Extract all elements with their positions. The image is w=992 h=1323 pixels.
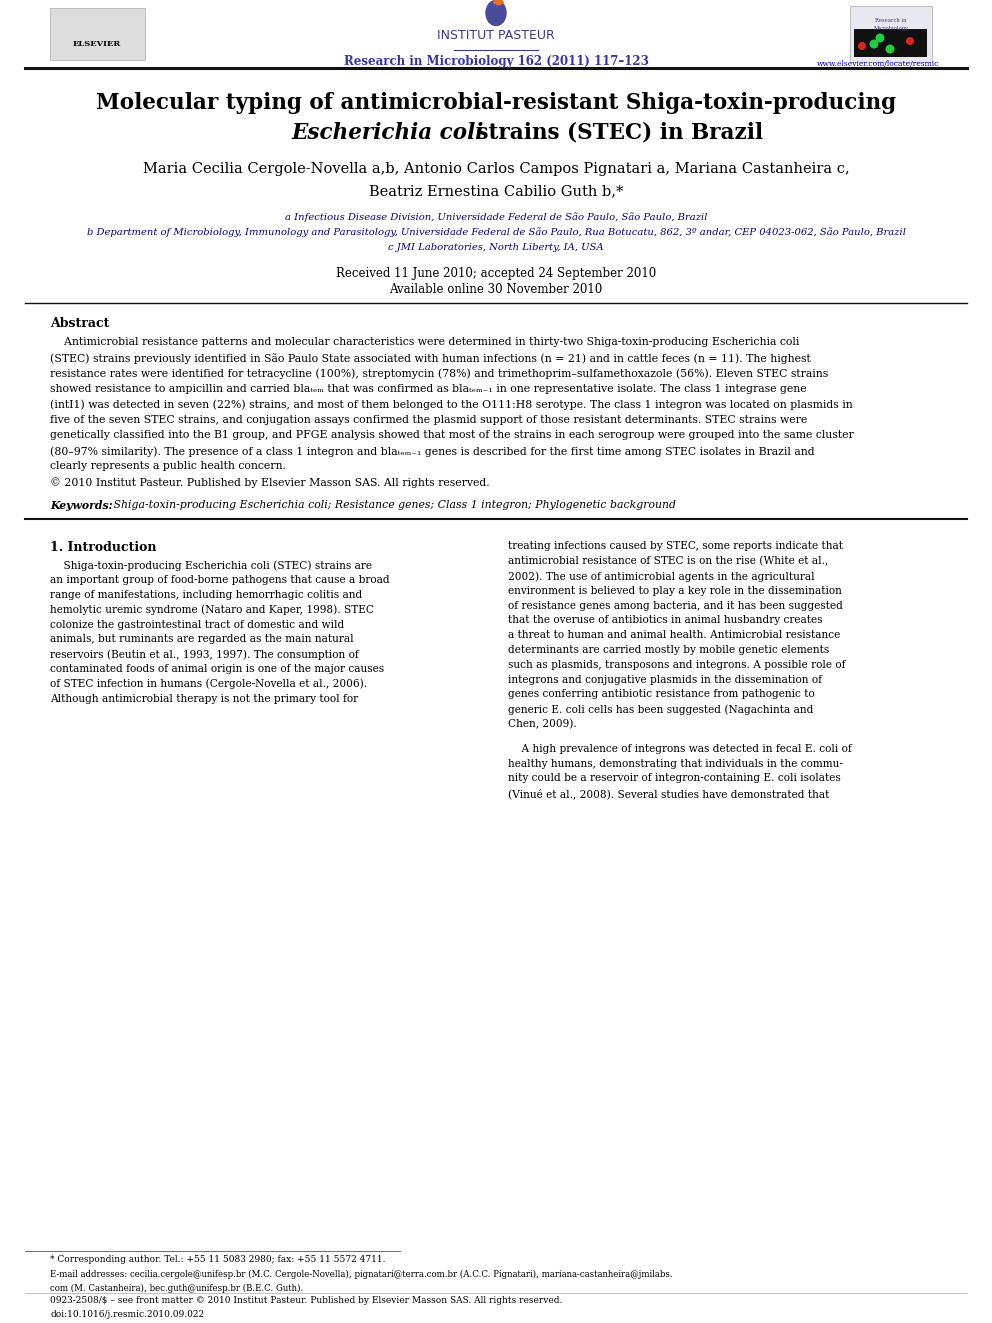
Text: resistance rates were identified for tetracycline (100%), streptomycin (78%) and: resistance rates were identified for tet… <box>50 369 828 380</box>
Text: Abstract: Abstract <box>50 318 109 331</box>
Text: such as plasmids, transposons and integrons. A possible role of: such as plasmids, transposons and integr… <box>508 660 845 669</box>
Text: 2002). The use of antimicrobial agents in the agricultural: 2002). The use of antimicrobial agents i… <box>508 572 814 582</box>
Text: Received 11 June 2010; accepted 24 September 2010: Received 11 June 2010; accepted 24 Septe… <box>336 267 656 280</box>
Text: strains (STEC) in Brazil: strains (STEC) in Brazil <box>469 122 763 144</box>
Text: (Vinué et al., 2008). Several studies have demonstrated that: (Vinué et al., 2008). Several studies ha… <box>508 789 829 799</box>
Text: (STEC) strains previously identified in São Paulo State associated with human in: (STEC) strains previously identified in … <box>50 353 810 364</box>
Text: © 2010 Institut Pasteur. Published by Elsevier Masson SAS. All rights reserved.: © 2010 Institut Pasteur. Published by El… <box>50 478 490 488</box>
Ellipse shape <box>486 0 506 25</box>
Text: determinants are carried mostly by mobile genetic elements: determinants are carried mostly by mobil… <box>508 646 829 655</box>
Bar <box>50 8 145 60</box>
Text: INSTITUT PASTEUR: INSTITUT PASTEUR <box>437 29 555 42</box>
Text: Microbiology: Microbiology <box>873 26 909 30</box>
Bar <box>854 29 927 57</box>
Text: Escherichia coli: Escherichia coli <box>291 122 483 144</box>
Text: genes conferring antibiotic resistance from pathogenic to: genes conferring antibiotic resistance f… <box>508 689 814 700</box>
Text: b Department of Microbiology, Immunology and Parasitology, Universidade Federal : b Department of Microbiology, Immunology… <box>86 228 906 237</box>
Text: a threat to human and animal health. Antimicrobial resistance: a threat to human and animal health. Ant… <box>508 630 840 640</box>
Circle shape <box>886 45 895 53</box>
Circle shape <box>876 33 885 42</box>
Text: www.elsevier.com/locate/resmic: www.elsevier.com/locate/resmic <box>816 60 939 67</box>
Text: Shiga-toxin-producing Escherichia coli; Resistance genes; Class 1 integron; Phyl: Shiga-toxin-producing Escherichia coli; … <box>110 500 676 511</box>
Text: Research in Microbiology 162 (2011) 117–123: Research in Microbiology 162 (2011) 117–… <box>343 56 649 67</box>
Text: of resistance genes among bacteria, and it has been suggested: of resistance genes among bacteria, and … <box>508 601 843 611</box>
Bar <box>850 7 932 62</box>
Text: A high prevalence of integrons was detected in fecal E. coli of: A high prevalence of integrons was detec… <box>508 744 852 754</box>
Text: 1. Introduction: 1. Introduction <box>50 541 157 554</box>
Text: 0923-2508/$ – see front matter © 2010 Institut Pasteur. Published by Elsevier Ma: 0923-2508/$ – see front matter © 2010 In… <box>50 1297 562 1304</box>
Text: (intI1) was detected in seven (22%) strains, and most of them belonged to the O1: (intI1) was detected in seven (22%) stra… <box>50 400 853 410</box>
Text: an important group of food-borne pathogens that cause a broad: an important group of food-borne pathoge… <box>50 576 390 585</box>
Text: Keywords:: Keywords: <box>50 500 113 512</box>
Text: Shiga-toxin-producing Escherichia coli (STEC) strains are: Shiga-toxin-producing Escherichia coli (… <box>50 561 372 572</box>
Text: environment is believed to play a key role in the dissemination: environment is believed to play a key ro… <box>508 586 842 595</box>
Text: * Corresponding author. Tel.: +55 11 5083 2980; fax: +55 11 5572 4711.: * Corresponding author. Tel.: +55 11 508… <box>50 1256 386 1263</box>
Text: com (M. Castanheira), bec.guth@unifesp.br (B.E.C. Guth).: com (M. Castanheira), bec.guth@unifesp.b… <box>50 1285 304 1293</box>
Text: integrons and conjugative plasmids in the dissemination of: integrons and conjugative plasmids in th… <box>508 675 822 685</box>
Circle shape <box>870 40 879 49</box>
Text: five of the seven STEC strains, and conjugation assays confirmed the plasmid sup: five of the seven STEC strains, and conj… <box>50 415 807 425</box>
Text: treating infections caused by STEC, some reports indicate that: treating infections caused by STEC, some… <box>508 541 843 552</box>
Text: genetically classified into the B1 group, and PFGE analysis showed that most of : genetically classified into the B1 group… <box>50 430 854 441</box>
Text: Research in: Research in <box>875 19 907 22</box>
Text: Although antimicrobial therapy is not the primary tool for: Although antimicrobial therapy is not th… <box>50 693 358 704</box>
Text: healthy humans, demonstrating that individuals in the commu-: healthy humans, demonstrating that indiv… <box>508 758 843 769</box>
Text: reservoirs (Beutin et al., 1993, 1997). The consumption of: reservoirs (Beutin et al., 1993, 1997). … <box>50 650 359 660</box>
Text: range of manifestations, including hemorrhagic colitis and: range of manifestations, including hemor… <box>50 590 362 601</box>
Text: ELSEVIER: ELSEVIER <box>72 40 121 48</box>
Circle shape <box>858 42 866 50</box>
Text: c JMI Laboratories, North Liberty, IA, USA: c JMI Laboratories, North Liberty, IA, U… <box>388 243 604 251</box>
Text: showed resistance to ampicillin and carried blaₜₑₘ that was confirmed as blaₜₑₘ₋: showed resistance to ampicillin and carr… <box>50 384 806 394</box>
Text: of STEC infection in humans (Cergole-Novella et al., 2006).: of STEC infection in humans (Cergole-Nov… <box>50 679 367 689</box>
Text: Molecular typing of antimicrobial-resistant Shiga-toxin-producing: Molecular typing of antimicrobial-resist… <box>96 93 896 114</box>
Text: Antimicrobial resistance patterns and molecular characteristics were determined : Antimicrobial resistance patterns and mo… <box>50 337 800 348</box>
Text: a Infectious Disease Division, Universidade Federal de São Paulo, São Paulo, Bra: a Infectious Disease Division, Universid… <box>285 212 707 222</box>
Text: Available online 30 November 2010: Available online 30 November 2010 <box>390 283 602 296</box>
Text: nity could be a reservoir of integron-containing E. coli isolates: nity could be a reservoir of integron-co… <box>508 774 841 783</box>
Text: Chen, 2009).: Chen, 2009). <box>508 720 576 729</box>
Text: (80–97% similarity). The presence of a class 1 integron and blaₜₑₘ₋₁ genes is de: (80–97% similarity). The presence of a c… <box>50 446 814 456</box>
Circle shape <box>906 37 914 45</box>
Text: contaminated foods of animal origin is one of the major causes: contaminated foods of animal origin is o… <box>50 664 384 675</box>
Text: Beatriz Ernestina Cabilio Guth b,*: Beatriz Ernestina Cabilio Guth b,* <box>369 184 623 198</box>
Text: generic E. coli cells has been suggested (Nagachinta and: generic E. coli cells has been suggested… <box>508 704 813 714</box>
Text: animals, but ruminants are regarded as the main natural: animals, but ruminants are regarded as t… <box>50 635 353 644</box>
Text: that the overuse of antibiotics in animal husbandry creates: that the overuse of antibiotics in anima… <box>508 615 822 626</box>
Text: doi:10.1016/j.resmic.2010.09.022: doi:10.1016/j.resmic.2010.09.022 <box>50 1310 204 1319</box>
Text: E-mail addresses: cecilia.cergole@unifesp.br (M.C. Cergole-Novella), pignatari@t: E-mail addresses: cecilia.cergole@unifes… <box>50 1270 673 1279</box>
Text: colonize the gastrointestinal tract of domestic and wild: colonize the gastrointestinal tract of d… <box>50 619 344 630</box>
Text: Maria Cecilia Cergole-Novella a,b, Antonio Carlos Campos Pignatari a, Mariana Ca: Maria Cecilia Cergole-Novella a,b, Anton… <box>143 161 849 176</box>
Text: hemolytic uremic syndrome (Nataro and Kaper, 1998). STEC: hemolytic uremic syndrome (Nataro and Ka… <box>50 605 374 615</box>
Text: clearly represents a public health concern.: clearly represents a public health conce… <box>50 462 286 471</box>
Text: antimicrobial resistance of STEC is on the rise (White et al.,: antimicrobial resistance of STEC is on t… <box>508 556 828 566</box>
Wedge shape <box>493 0 504 5</box>
